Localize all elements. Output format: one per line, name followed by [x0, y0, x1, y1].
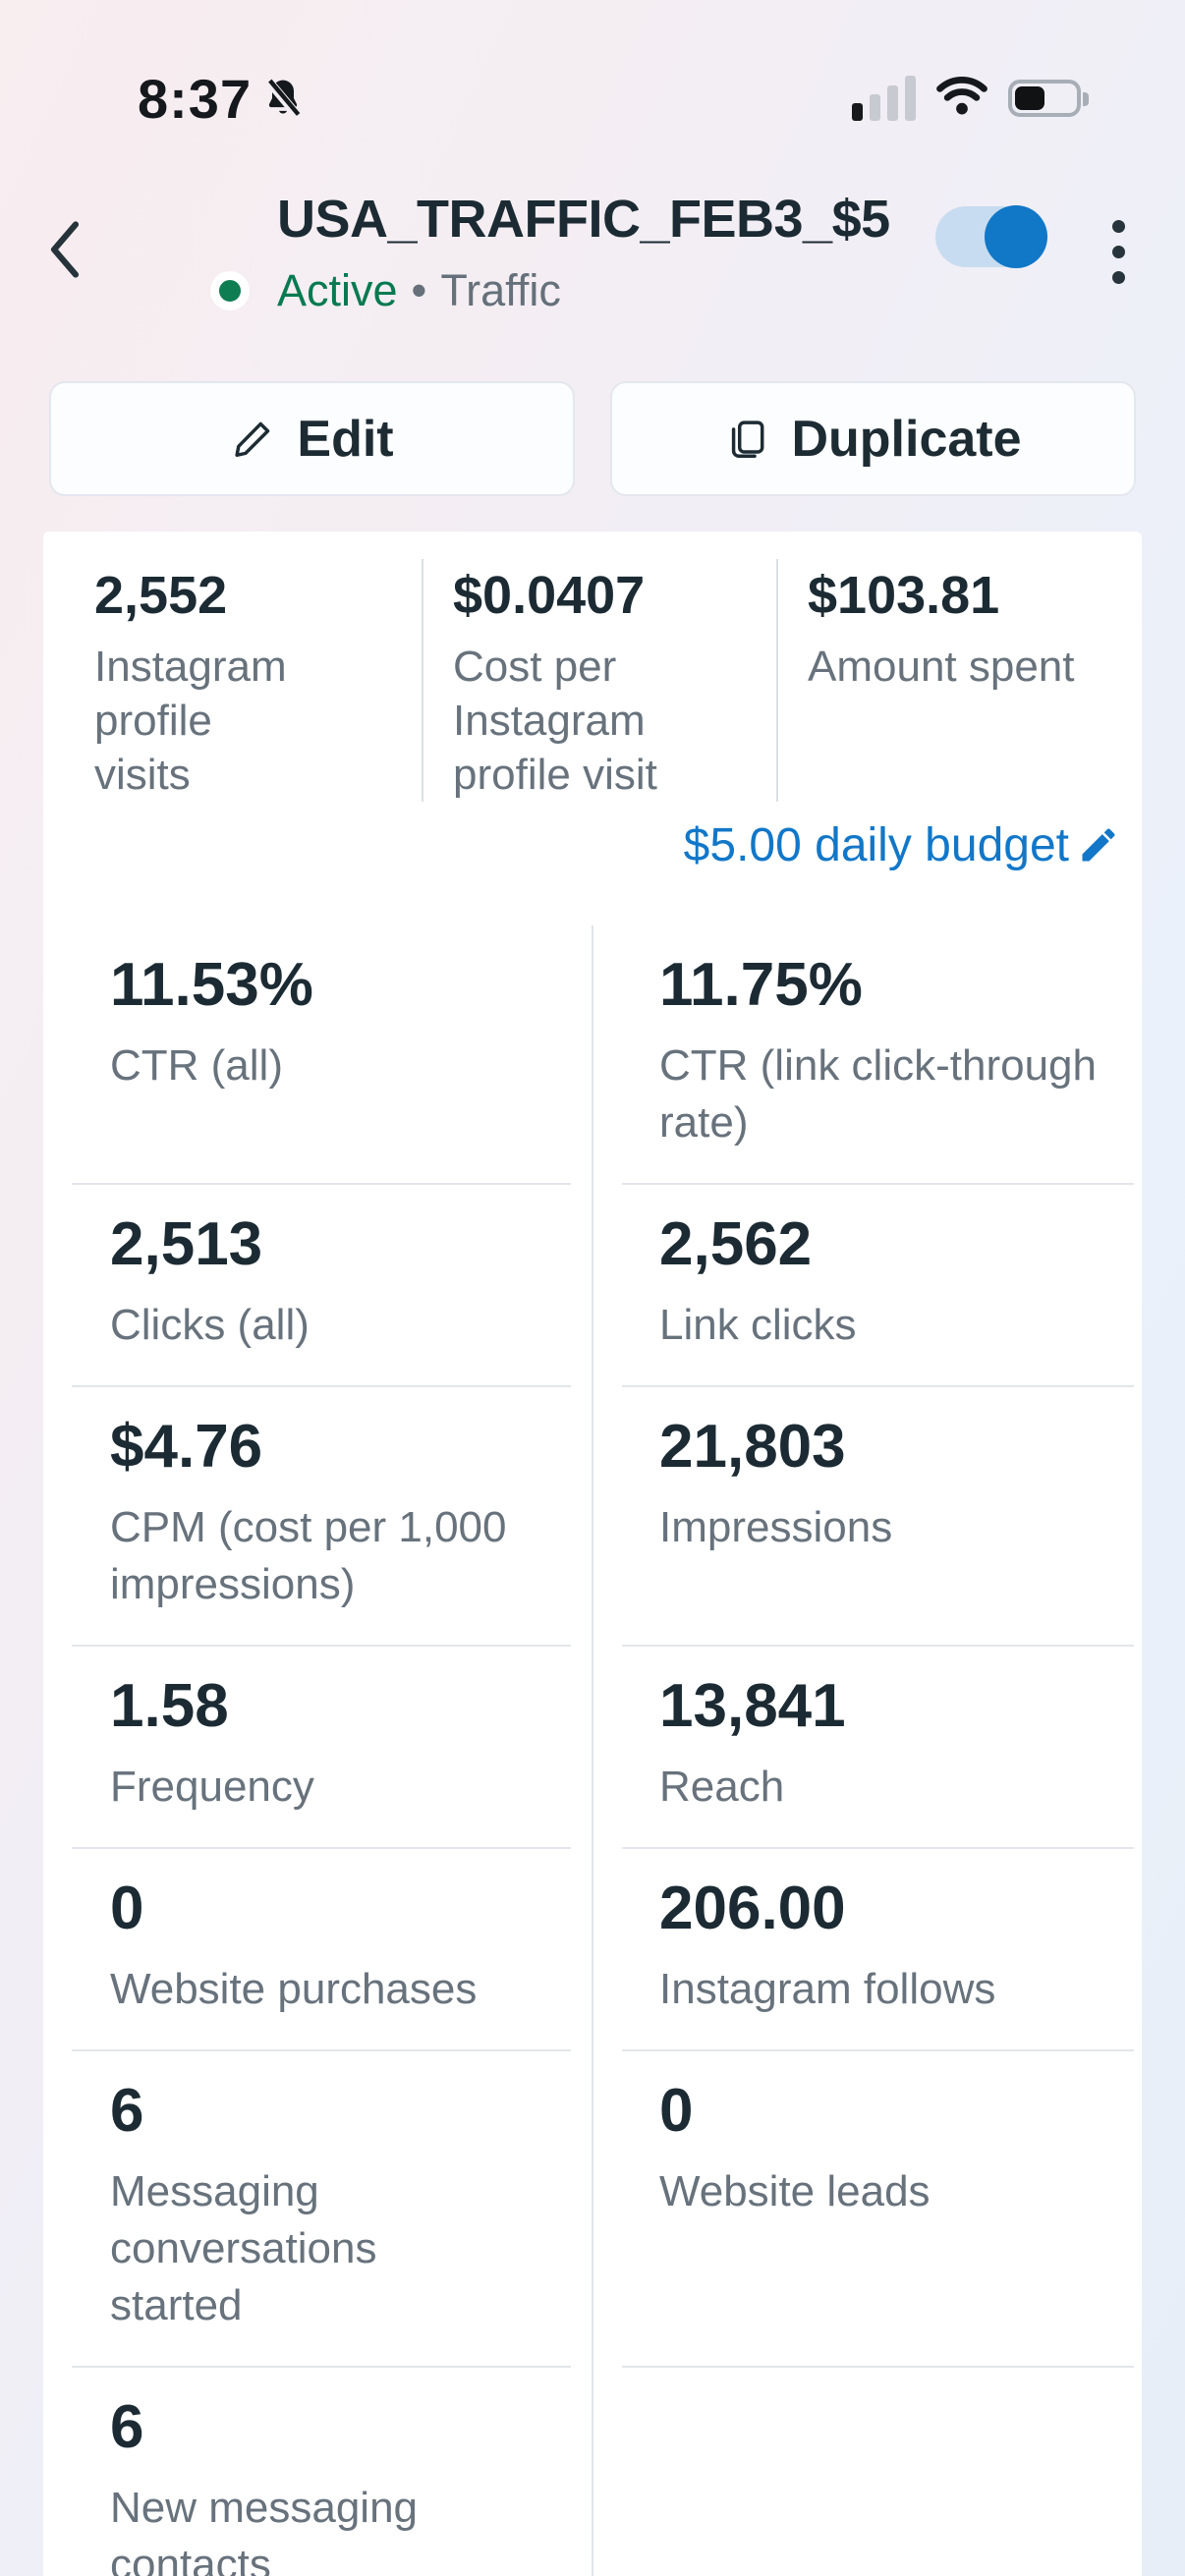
cell-divider [72, 1645, 571, 1647]
metric-value: 2,513 [110, 1210, 263, 1278]
stat-value: $0.0407 [453, 566, 646, 625]
metric-value: 11.75% [659, 951, 863, 1019]
status-bar: 8:37 [0, 61, 1185, 136]
campaign-status-line: Active • Traffic [277, 265, 890, 316]
metric-label: Link clicks [659, 1301, 857, 1349]
metric-cell: 11.75% CTR (link click-through rate) [592, 925, 1142, 1185]
metric-label: Website leads [659, 2167, 931, 2215]
cellular-signal-icon [852, 76, 916, 121]
metric-cell: 13,841 Reach [592, 1647, 1142, 1849]
metric-cell: 2,562 Link clicks [592, 1185, 1142, 1387]
action-buttons-row: Edit Duplicate [49, 381, 1136, 496]
cell-divider [72, 2049, 571, 2051]
daily-budget-text: $5.00 daily budget [683, 818, 1069, 871]
cell-divider [622, 1847, 1134, 1849]
campaign-objective-label: Traffic [440, 265, 561, 315]
cell-divider [72, 1183, 571, 1185]
metric-label: Frequency [110, 1763, 314, 1811]
metric-label: New messaging contacts [110, 2484, 419, 2576]
cell-divider [72, 2366, 571, 2368]
stat-value: 2,552 [94, 566, 228, 625]
metric-value: 0 [110, 1875, 144, 1942]
back-chevron-icon [50, 221, 80, 278]
edit-button-label: Edit [297, 410, 394, 468]
summary-stat: $0.0407 Cost per Instagram profile visit [423, 559, 778, 802]
metric-cell: 11.53% CTR (all) [43, 925, 592, 1185]
status-time: 8:37 [138, 67, 253, 130]
metric-value: 11.53% [110, 951, 313, 1019]
duplicate-pages-icon [732, 420, 764, 458]
metric-cell: 1.58 Frequency [43, 1647, 592, 1849]
insights-panel: 2,552 Instagram profile visits $0.0407 C… [43, 532, 1142, 2576]
metric-value: 2,562 [659, 1210, 813, 1278]
active-status-dot [210, 271, 250, 310]
metric-label: Website purchases [110, 1965, 478, 2013]
wifi-icon [935, 76, 988, 122]
status-active-label: Active [277, 265, 398, 315]
cell-divider [622, 1183, 1134, 1185]
metric-label: Instagram follows [659, 1965, 996, 2013]
metric-label: Clicks (all) [110, 1301, 310, 1349]
metric-cell: 2,513 Clicks (all) [43, 1185, 592, 1387]
stat-label: Instagram profile visits [94, 643, 287, 799]
stat-label: Cost per Instagram profile visit [453, 643, 657, 799]
duplicate-button-label: Duplicate [791, 410, 1022, 468]
metric-label: Messaging conversations started [110, 2167, 377, 2329]
kebab-dot [1111, 245, 1125, 258]
cell-divider [622, 2366, 1134, 2368]
cell-divider [72, 1385, 571, 1387]
metric-value: 1.58 [110, 1672, 229, 1740]
summary-stats-row: 2,552 Instagram profile visits $0.0407 C… [43, 532, 1142, 802]
status-indicators [852, 76, 1089, 122]
metric-cell: 0 Website leads [592, 2051, 1142, 2368]
metric-cell-empty [592, 2368, 1142, 2576]
more-options-button[interactable] [1097, 200, 1140, 303]
metric-value: 6 [110, 2393, 144, 2461]
campaign-title: USA_TRAFFIC_FEB3_$5 [277, 190, 890, 249]
metric-cell: 206.00 Instagram follows [592, 1849, 1142, 2051]
campaign-header: USA_TRAFFIC_FEB3_$5 Active • Traffic [0, 187, 1185, 316]
pencil-fill-icon [1082, 828, 1115, 862]
cell-divider [622, 2049, 1134, 2051]
battery-icon [1008, 80, 1089, 117]
metric-cell: 6 Messaging conversations started [43, 2051, 592, 2368]
metric-value: 6 [110, 2077, 144, 2145]
summary-stat: 2,552 Instagram profile visits [43, 559, 423, 802]
cell-divider [72, 1847, 571, 1849]
cell-divider [622, 1385, 1134, 1387]
stat-value: $103.81 [808, 566, 1000, 625]
duplicate-button[interactable]: Duplicate [610, 381, 1136, 496]
pencil-outline-icon [235, 421, 270, 457]
status-separator: • [411, 265, 427, 315]
metric-value: 21,803 [659, 1413, 846, 1481]
metric-label: Impressions [659, 1503, 893, 1551]
back-button[interactable] [41, 212, 88, 287]
kebab-dot [1111, 219, 1125, 233]
metric-value: 0 [659, 2077, 694, 2145]
kebab-dot [1111, 270, 1125, 284]
metric-value: 13,841 [659, 1672, 846, 1740]
metric-value: 206.00 [659, 1875, 846, 1942]
metric-cell: $4.76 CPM (cost per 1,000 impressions) [43, 1387, 592, 1647]
metric-cell: 21,803 Impressions [592, 1387, 1142, 1647]
metric-cell: 6 New messaging contacts [43, 2368, 592, 2576]
campaign-active-toggle[interactable] [935, 205, 1047, 268]
campaign-avatar [132, 193, 250, 310]
daily-budget-edit[interactable]: $5.00 daily budget [43, 802, 1142, 876]
stat-label: Amount spent [808, 643, 1075, 691]
metric-label: CTR (link click-through rate) [659, 1041, 1097, 1147]
metrics-grid: 11.53% CTR (all) 11.75% CTR (link click-… [43, 925, 1142, 2576]
metric-value: $4.76 [110, 1413, 263, 1481]
metric-label: Reach [659, 1763, 785, 1811]
metric-label: CPM (cost per 1,000 impressions) [110, 1503, 507, 1608]
edit-button[interactable]: Edit [49, 381, 575, 496]
metric-label: CTR (all) [110, 1041, 283, 1090]
notifications-off-icon [261, 77, 305, 125]
campaign-title-block: USA_TRAFFIC_FEB3_$5 Active • Traffic [277, 189, 890, 316]
cell-divider [622, 1645, 1134, 1647]
summary-stat: $103.81 Amount spent [778, 559, 1142, 802]
metric-cell: 0 Website purchases [43, 1849, 592, 2051]
toggle-knob [985, 205, 1047, 268]
